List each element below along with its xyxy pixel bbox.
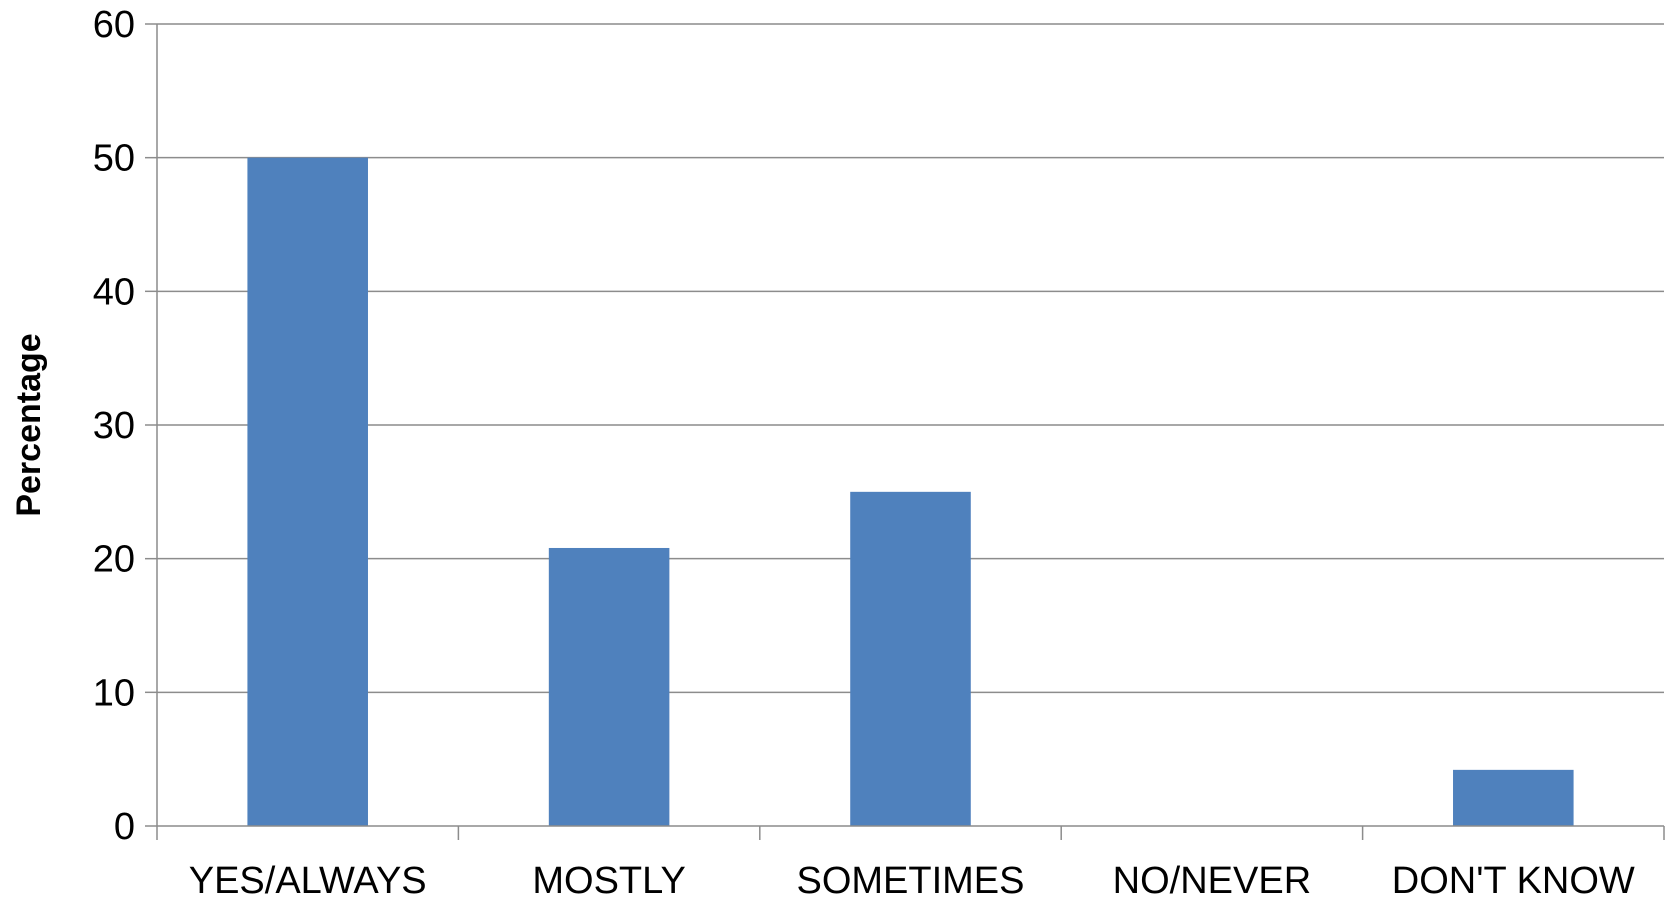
bar — [548, 547, 670, 826]
y-tick-label: 60 — [93, 4, 135, 46]
x-tick-label: DON'T KNOW — [1392, 860, 1635, 902]
axes — [145, 23, 1665, 840]
bar — [1453, 769, 1574, 826]
y-tick-label: 50 — [93, 138, 135, 180]
x-tick-label: MOSTLY — [532, 860, 685, 902]
y-axis-title: Percentage — [10, 333, 48, 516]
x-tick-label: YES/ALWAYS — [189, 860, 427, 902]
x-tick-labels: YES/ALWAYS MOSTLY SOMETIMES NO/NEVER DON'T K… — [189, 860, 1635, 902]
bars — [247, 157, 1574, 826]
y-tick-label: 20 — [93, 539, 135, 581]
y-tick-labels: 0 10 20 30 40 50 60 — [93, 4, 135, 848]
x-tick-label: SOMETIMES — [796, 860, 1024, 902]
bar — [850, 491, 971, 826]
y-tick-label: 10 — [93, 672, 135, 714]
bar — [247, 157, 368, 826]
x-tick-label: NO/NEVER — [1113, 860, 1311, 902]
y-tick-label: 40 — [93, 271, 135, 313]
y-tick-label: 0 — [114, 806, 135, 848]
gridlines — [157, 23, 1664, 694]
y-tick-label: 30 — [93, 405, 135, 447]
